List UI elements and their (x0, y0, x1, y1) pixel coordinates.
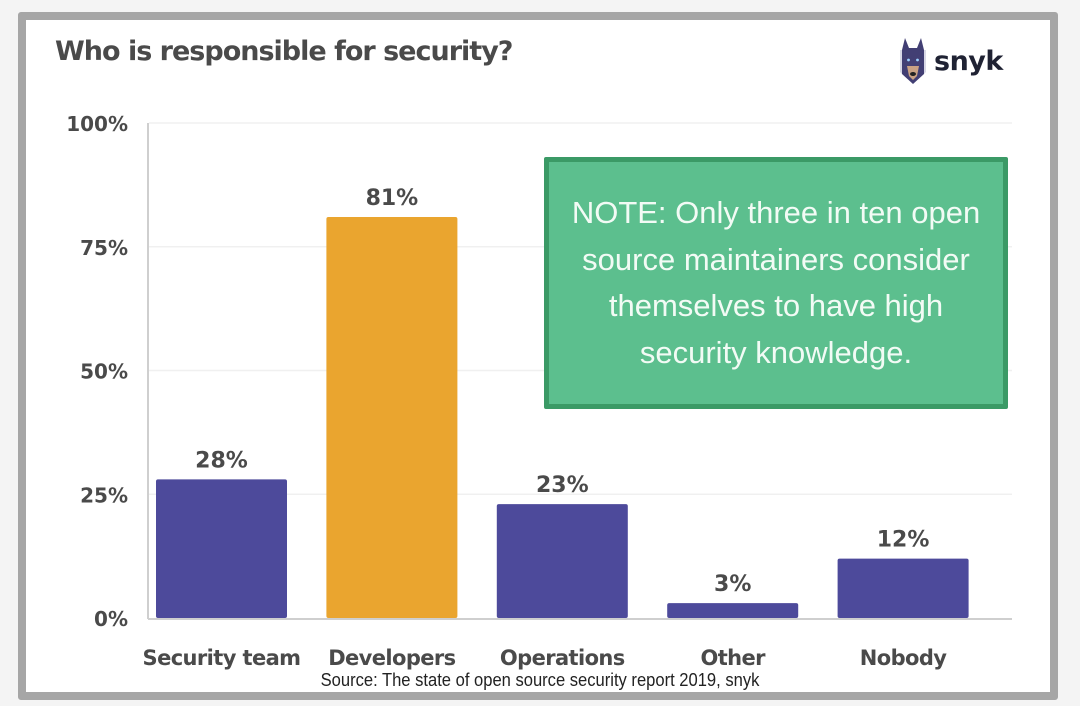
doberman-icon (900, 38, 926, 84)
value-label: 81% (366, 186, 419, 211)
x-tick-label: Security team (143, 646, 301, 670)
brand-name: snyk (934, 45, 1003, 77)
source-caption: Source: The state of open source securit… (320, 670, 760, 690)
bars (156, 217, 969, 619)
snyk-logo: snyk (898, 36, 1003, 86)
bar-security-team (156, 479, 287, 618)
x-tick-labels: Security team Developers Operations Other No… (143, 646, 948, 670)
bar-other (667, 603, 799, 618)
y-tick-labels: 0% 25% 50% 75% 100% (66, 112, 128, 631)
chart-title: Who is responsible for security? (55, 36, 513, 67)
value-label: 23% (536, 473, 589, 498)
y-tick-label: 100% (66, 112, 128, 136)
bar-nobody (837, 558, 969, 618)
x-tick-label: Operations (500, 646, 625, 670)
y-tick-label: 75% (80, 236, 128, 260)
y-tick-label: 0% (94, 607, 128, 631)
value-labels: 28% 81% 23% 3% 12% (195, 186, 929, 597)
value-label: 28% (195, 448, 248, 473)
value-label: 12% (877, 528, 930, 553)
y-tick-label: 50% (80, 360, 128, 384)
note-text: NOTE: Only three in ten open source main… (571, 195, 981, 370)
bar-developers (326, 217, 458, 619)
bar-operations (496, 504, 628, 618)
x-tick-label: Developers (328, 646, 455, 670)
note-callout: NOTE: Only three in ten open source main… (544, 157, 1008, 409)
y-tick-label: 25% (80, 483, 128, 507)
value-label: 3% (714, 572, 751, 597)
x-tick-label: Other (700, 646, 766, 670)
x-tick-label: Nobody (860, 646, 947, 670)
